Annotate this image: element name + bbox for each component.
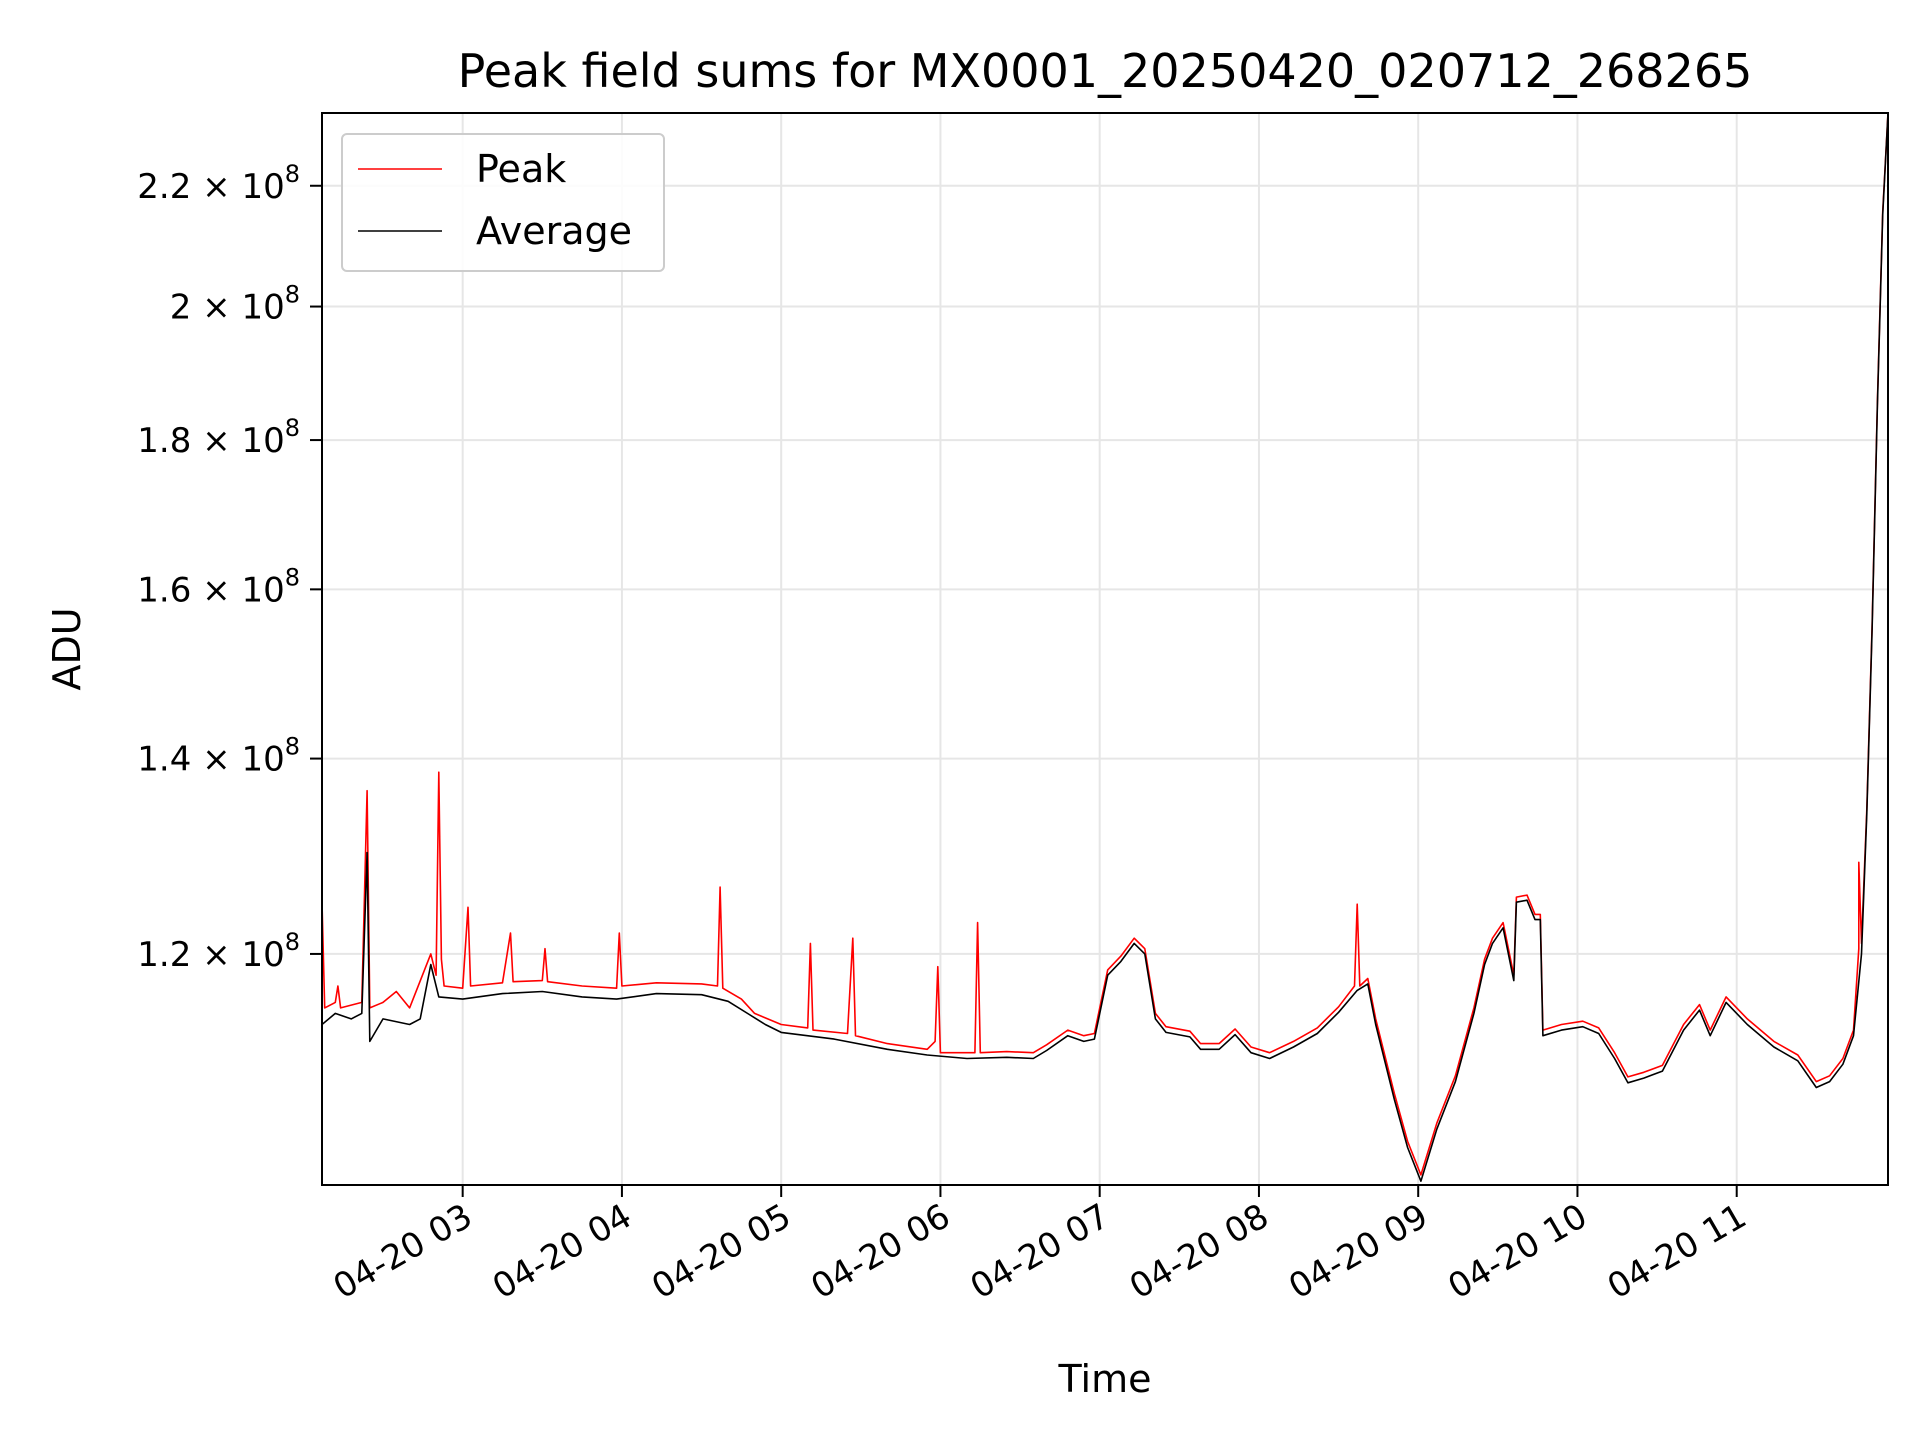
legend-label-peak: Peak — [476, 147, 566, 191]
y-tick-label: 1.2 × 108 — [137, 928, 300, 975]
legend: Peak Average — [341, 133, 665, 272]
x-axis-title: Time — [1058, 1357, 1152, 1401]
y-tick-label: 1.6 × 108 — [137, 563, 300, 610]
y-tick-label: 2 × 108 — [170, 281, 300, 328]
y-tick-label: 1.8 × 108 — [137, 414, 300, 461]
series-peak-line — [322, 113, 1888, 1176]
y-tick-label: 2.2 × 108 — [137, 160, 300, 207]
chart-title: Peak field sums for MX0001_20250420_0207… — [458, 44, 1753, 98]
y-tick-label: 1.4 × 108 — [137, 733, 300, 780]
y-axis-title: ADU — [45, 607, 89, 690]
series-average-line — [322, 113, 1888, 1182]
y-gridlines — [322, 184, 1888, 955]
y-axis-ticks: 1.2 × 108 1.4 × 108 1.6 × 108 1.8 × 108 2 × … — [137, 160, 322, 975]
plot-frame — [321, 112, 1889, 1186]
legend-label-average: Average — [476, 209, 632, 253]
x-gridlines — [461, 113, 1738, 1185]
